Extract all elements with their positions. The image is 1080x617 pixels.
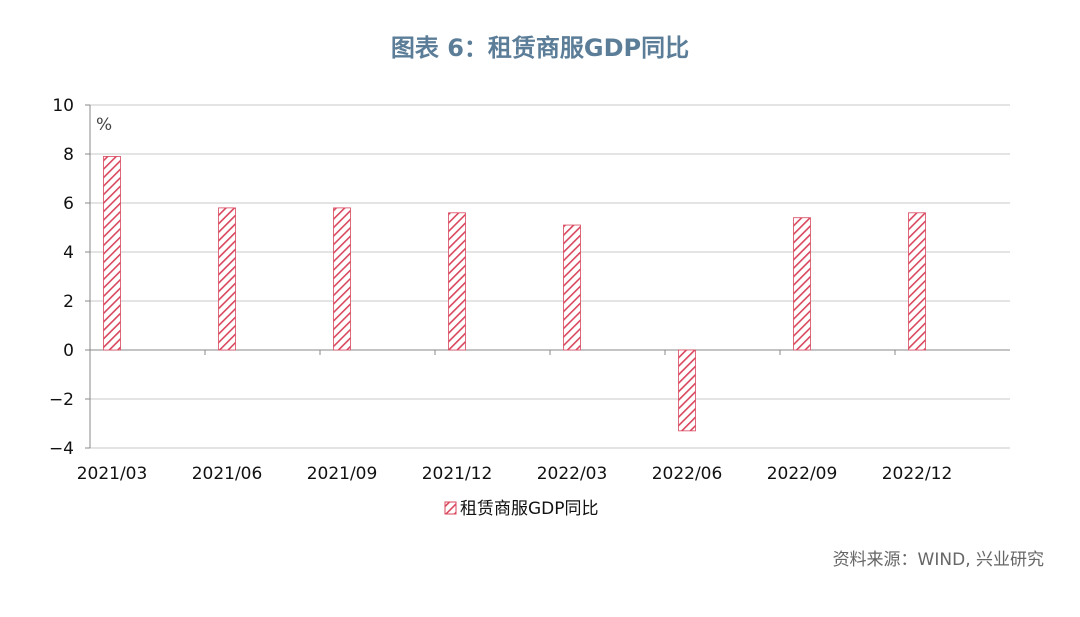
x-tick-label: 2021/09 (307, 464, 378, 484)
legend-swatch (444, 501, 457, 515)
y-tick-label: 10 (52, 96, 74, 116)
y-tick-label: 8 (63, 145, 74, 165)
bars (103, 156, 926, 432)
legend-label: 租赁商服GDP同比 (460, 499, 599, 519)
bar (333, 207, 351, 351)
bar (908, 212, 926, 351)
y-tick-label: −2 (49, 390, 74, 410)
source-note: 资料来源：WIND, 兴业研究 (832, 550, 1044, 570)
y-tick-label: 4 (63, 243, 74, 263)
y-tick-label: 0 (63, 341, 74, 361)
y-unit-label: % (96, 115, 112, 135)
bar (218, 207, 236, 351)
y-tick-label: 2 (63, 292, 74, 312)
bar (563, 224, 581, 351)
y-tick-label: −4 (49, 439, 74, 459)
x-tick-label: 2021/12 (422, 464, 493, 484)
x-tick-label: 2022/03 (537, 464, 608, 484)
axes (85, 104, 1010, 449)
bar (793, 217, 811, 351)
bar (448, 212, 466, 351)
x-tick-label: 2022/12 (882, 464, 953, 484)
y-tick-label: 6 (63, 194, 74, 214)
legend: 租赁商服GDP同比 (444, 499, 599, 519)
x-tick-label: 2022/09 (767, 464, 838, 484)
x-tick-label: 2021/03 (77, 464, 148, 484)
x-tick-label: 2022/06 (652, 464, 723, 484)
chart-title: 图表 6：租赁商服GDP同比 (390, 34, 690, 62)
gridlines (90, 104, 1010, 449)
bar (103, 156, 121, 351)
x-tick-label: 2021/06 (192, 464, 263, 484)
bar (678, 349, 696, 432)
